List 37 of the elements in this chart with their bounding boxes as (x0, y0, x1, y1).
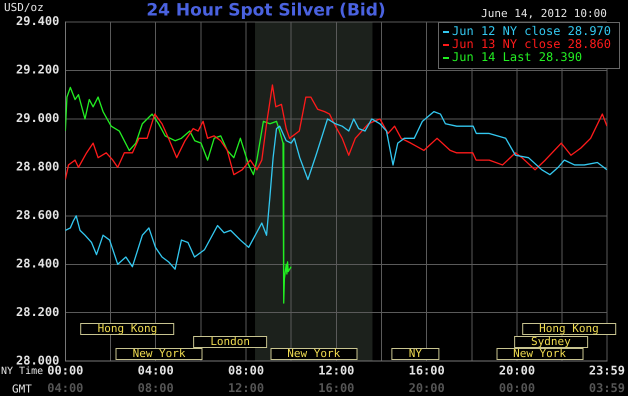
chart-subtitle: June 14, 2012 10:00 (481, 6, 607, 20)
annotation: Sydney (514, 334, 588, 348)
annotation: New York (270, 347, 358, 360)
legend-label: Jun 12 NY close 28.970 (452, 24, 611, 38)
x2-tick-label: 03:59 (588, 380, 625, 395)
x-tick-label: 12:00 (318, 364, 354, 378)
x2-tick-label: 04:00 (47, 380, 84, 395)
legend-label: Jun 14 Last 28.390 (452, 50, 582, 64)
y-axis-title: USD/oz (4, 0, 44, 14)
annotation: Hong Kong (522, 322, 616, 335)
legend-label: Jun 13 NY close 28.860 (452, 37, 611, 51)
y-tick-label: 28.400 (16, 256, 60, 270)
x2-tick-label: 12:00 (228, 380, 264, 395)
x-axis-title: NY Time (1, 366, 44, 377)
x-tick-label: 16:00 (408, 364, 445, 378)
chart-title: 24 Hour Spot Silver (Bid) (146, 0, 386, 20)
x2-tick-label: 08:00 (138, 380, 174, 395)
x2-tick-label: 20:00 (408, 380, 445, 395)
annotation: London (193, 334, 268, 348)
y-tick-label: 28.800 (16, 159, 60, 174)
annotation: New York (116, 347, 203, 360)
x2-tick-label: 00:00 (498, 380, 536, 395)
annotation: Hong Kong (80, 322, 174, 335)
y-tick-label: 28.600 (16, 208, 60, 222)
x-tick-label: 00:00 (47, 364, 84, 378)
x-tick-label: 23:59 (588, 364, 625, 378)
y-tick-label: 28.200 (16, 304, 60, 319)
y-tick-label: 29.400 (16, 14, 60, 28)
x-tick-label: 04:00 (138, 364, 174, 378)
x2-axis-title: GMT (12, 382, 32, 396)
annotation: New York (496, 347, 584, 360)
y-tick-label: 29.000 (16, 111, 60, 126)
x-tick-label: 08:00 (228, 364, 264, 378)
y-tick-label: 29.200 (16, 62, 60, 77)
x-tick-label: 20:00 (498, 364, 536, 378)
x2-tick-label: 16:00 (318, 380, 354, 395)
annotation: NY (392, 347, 439, 360)
